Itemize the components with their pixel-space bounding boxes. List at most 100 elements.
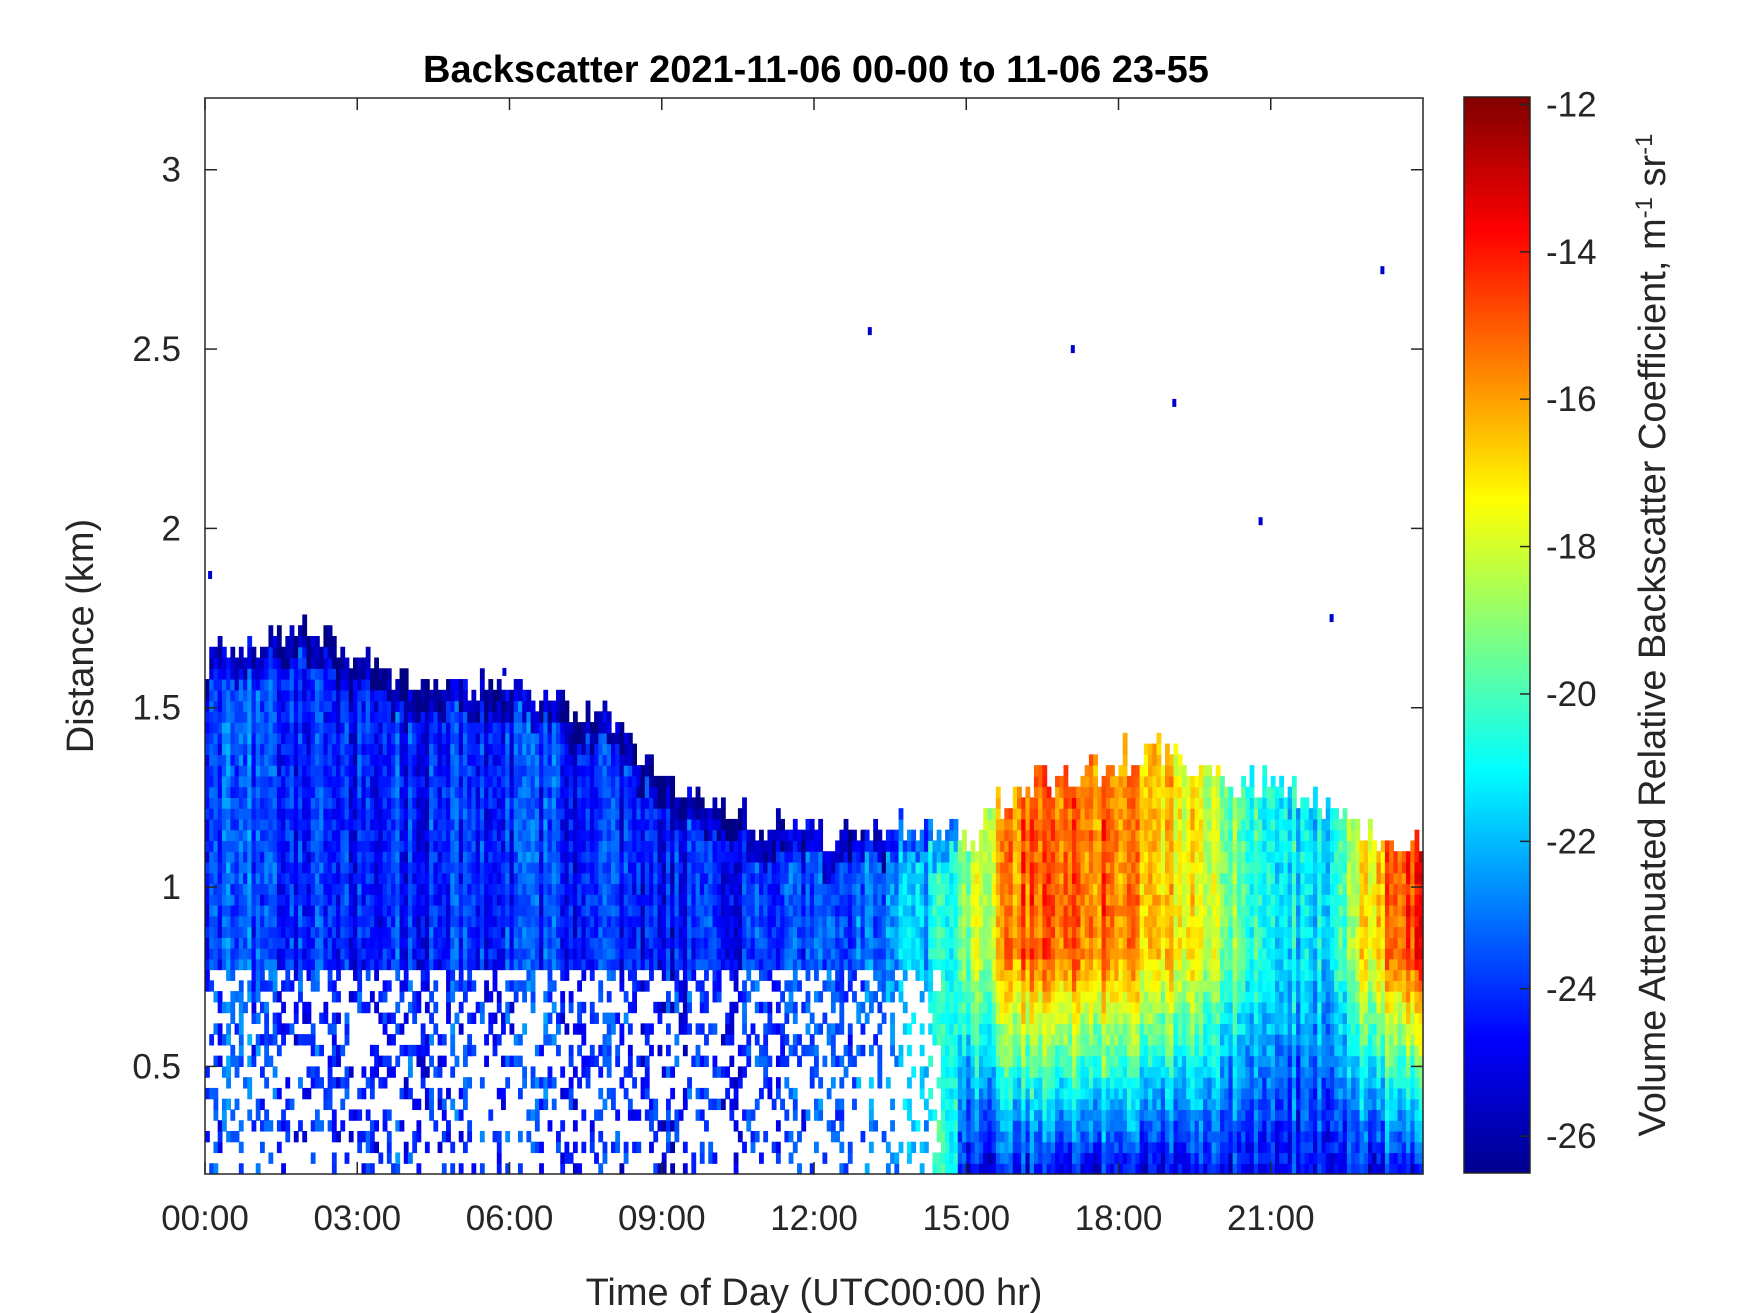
heatmap-cell	[234, 851, 240, 863]
heatmap-cell	[623, 829, 629, 842]
heatmap-cell	[420, 980, 426, 992]
heatmap-cell	[310, 711, 316, 723]
heatmap-cell	[369, 872, 375, 885]
heatmap-cell	[517, 786, 523, 798]
heatmap-cell	[598, 883, 604, 895]
heatmap-cell	[623, 1087, 629, 1100]
heatmap-cell	[386, 883, 392, 895]
heatmap-cell	[437, 958, 443, 971]
heatmap-cell	[446, 915, 451, 928]
heatmap-cell	[907, 840, 912, 852]
heatmap-cell	[450, 958, 456, 971]
heatmap-cell	[522, 958, 528, 971]
heatmap-cell	[475, 905, 481, 917]
heatmap-cell	[251, 894, 257, 906]
heatmap-cell	[551, 937, 557, 949]
heatmap-cell	[374, 775, 379, 788]
heatmap-cell	[517, 948, 523, 960]
heatmap-cell	[374, 926, 379, 938]
heatmap-cell	[737, 818, 743, 831]
heatmap-cell	[374, 700, 379, 712]
heatmap-cell	[873, 969, 879, 981]
heatmap-cell	[784, 1055, 790, 1067]
heatmap-cell	[399, 732, 405, 745]
heatmap-cell	[682, 937, 688, 949]
heatmap-cell	[885, 883, 891, 895]
heatmap-cell	[826, 861, 832, 874]
heatmap-cell	[399, 722, 405, 734]
heatmap-cell	[348, 1066, 354, 1078]
heatmap-cell	[767, 883, 773, 895]
heatmap-cell	[251, 958, 257, 971]
heatmap-cell	[644, 861, 650, 874]
heatmap-cell	[319, 872, 325, 885]
heatmap-cell	[632, 797, 637, 809]
heatmap-cell	[623, 775, 629, 788]
heatmap-cell	[429, 765, 434, 777]
heatmap-cell	[408, 958, 413, 971]
heatmap-cell	[585, 818, 591, 831]
heatmap-cell	[323, 775, 329, 788]
heatmap-cell	[556, 1130, 561, 1143]
heatmap-cell	[505, 883, 511, 895]
heatmap-cell	[310, 915, 316, 928]
heatmap-cell	[302, 937, 308, 949]
heatmap-cell	[632, 937, 637, 949]
heatmap-cell	[276, 1012, 282, 1024]
heatmap-cell	[213, 797, 219, 809]
heatmap-cell	[682, 797, 688, 809]
heatmap-cell	[437, 905, 443, 917]
heatmap-cell	[873, 991, 879, 1003]
heatmap-cell	[251, 829, 257, 842]
heatmap-cell	[336, 1044, 341, 1057]
heatmap-cell	[695, 905, 701, 917]
heatmap-cell	[797, 1034, 802, 1046]
heatmap-cell	[331, 668, 337, 680]
heatmap-cell	[885, 1077, 891, 1089]
heatmap-cell	[632, 872, 637, 885]
heatmap-cell	[475, 872, 481, 885]
heatmap-cell	[209, 754, 215, 766]
heatmap-cell	[302, 775, 308, 788]
heatmap-cell	[340, 732, 346, 745]
heatmap-cell	[424, 926, 430, 938]
heatmap-cell	[264, 743, 270, 755]
heatmap-cell	[632, 926, 637, 938]
heatmap-cell	[615, 743, 621, 755]
heatmap-cell	[467, 948, 473, 960]
heatmap-cell	[479, 1163, 485, 1175]
heatmap-cell	[492, 958, 498, 971]
heatmap-cell	[572, 1098, 578, 1111]
heatmap-cell	[243, 700, 248, 712]
heatmap-cell	[458, 905, 464, 917]
heatmap-cell	[441, 732, 447, 745]
heatmap-cell	[501, 861, 506, 874]
heatmap-cell	[572, 1120, 578, 1132]
heatmap-cell	[331, 840, 337, 852]
heatmap-cell	[492, 818, 498, 831]
heatmap-cell	[353, 679, 358, 691]
heatmap-cell	[695, 786, 701, 798]
heatmap-cell	[695, 797, 701, 809]
heatmap-cell	[479, 700, 485, 712]
heatmap-cell	[708, 861, 714, 874]
heatmap-cell	[416, 700, 422, 712]
heatmap-cell	[268, 765, 274, 777]
heatmap-cell	[818, 926, 824, 938]
heatmap-cell	[255, 797, 261, 809]
heatmap-cell	[412, 765, 418, 777]
heatmap-cell	[344, 1087, 350, 1100]
heatmap-cell	[505, 689, 511, 702]
heatmap-cell	[644, 754, 650, 766]
heatmap-cell	[775, 1077, 781, 1089]
heatmap-cell	[505, 775, 511, 788]
heatmap-cell	[627, 861, 633, 874]
heatmap-cell	[382, 1109, 388, 1121]
heatmap-cell	[623, 948, 629, 960]
heatmap-cell	[640, 861, 646, 874]
heatmap-cell	[640, 915, 646, 928]
heatmap-cell	[213, 948, 219, 960]
heatmap-cell	[539, 1098, 544, 1111]
heatmap-cell	[293, 937, 299, 949]
heatmap-cell	[881, 915, 887, 928]
